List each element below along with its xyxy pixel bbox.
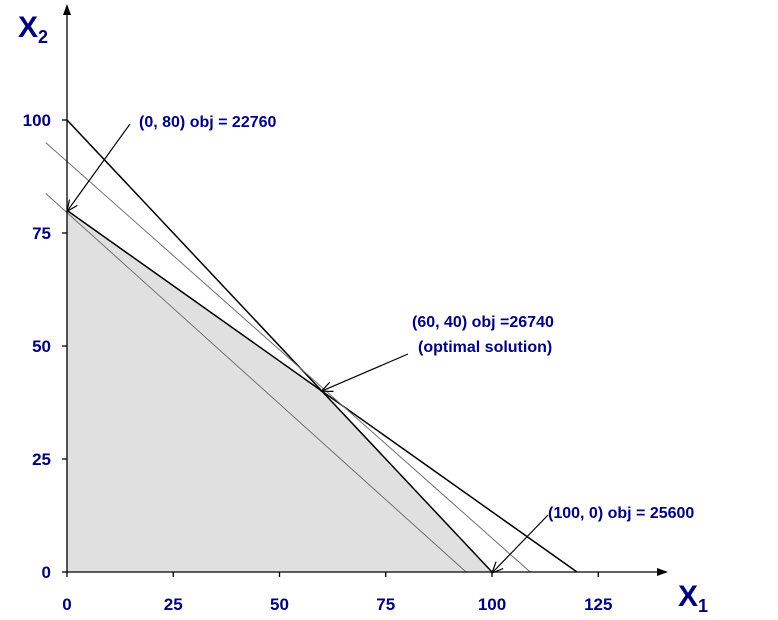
x-axis-arrowhead (657, 568, 668, 576)
x-tick-label: 75 (376, 595, 395, 614)
y-tick-label: 50 (32, 337, 51, 356)
annotation-arrow-1 (66, 123, 131, 212)
x-axis-title: X1 (678, 580, 708, 616)
annotation-arrowhead-1 (66, 199, 78, 213)
annotation-sublabel-2: (optimal solution) (418, 339, 552, 356)
x-tick-label: 50 (270, 595, 289, 614)
x-tick-label: 25 (164, 595, 183, 614)
y-tick-label: 100 (23, 111, 51, 130)
x-tick-label: 0 (62, 595, 71, 614)
constraint-line-1 (66, 119, 493, 573)
annotation-label-1: (0, 80) obj = 22760 (139, 114, 277, 131)
annotation-label-3: (100, 0) obj = 25600 (548, 505, 694, 522)
y-tick-label: 75 (32, 224, 51, 243)
annotation-arrowhead-3 (490, 561, 504, 575)
annotation-arrow-2 (321, 353, 409, 392)
x-tick-label: 125 (584, 595, 612, 614)
objective-line-2 (45, 142, 531, 573)
feasible-region (67, 210, 492, 572)
y-tick-label: 0 (42, 563, 51, 582)
annotation-arrowhead-2 (320, 381, 334, 392)
y-axis-title: X2 (18, 11, 48, 47)
annotation-label-2: (60, 40) obj =26740 (412, 314, 554, 331)
annotation-arrow-3 (491, 514, 549, 574)
x-tick-label: 100 (478, 595, 506, 614)
y-tick-label: 25 (32, 450, 51, 469)
y-axis-arrowhead (63, 4, 71, 15)
objective-line-1 (45, 193, 467, 573)
